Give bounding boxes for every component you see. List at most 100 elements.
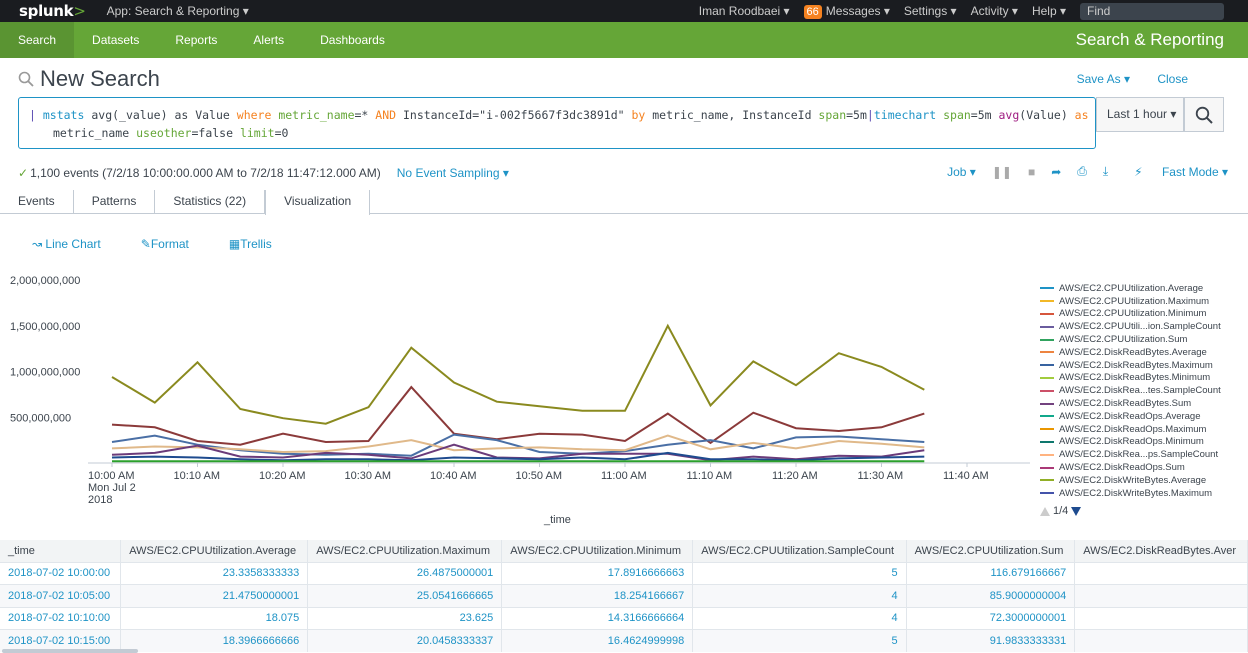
- legend-item[interactable]: AWS/EC2.DiskReadOps.Minimum: [1040, 436, 1221, 449]
- legend-item[interactable]: AWS/EC2.DiskReadBytes.Minimum: [1040, 372, 1221, 385]
- table-cell[interactable]: 17.8916666663: [501, 561, 694, 585]
- results-table: _time AWS/EC2.CPUUtilization.Average AWS/E…: [0, 540, 1248, 652]
- column-header[interactable]: _time: [0, 540, 122, 562]
- table-cell[interactable]: 4: [692, 584, 907, 607]
- format-button[interactable]: ✎Format: [140, 237, 189, 251]
- legend-item[interactable]: AWS/EC2.CPUUtili...ion.SampleCount: [1040, 320, 1221, 333]
- stop-icon[interactable]: ■: [1027, 164, 1036, 179]
- nav-reports[interactable]: Reports: [175, 33, 218, 47]
- table-cell[interactable]: [1074, 606, 1248, 630]
- table-cell[interactable]: 14.3166666664: [501, 606, 694, 630]
- legend-item[interactable]: AWS/EC2.DiskRea...ps.SampleCount: [1040, 448, 1221, 461]
- share-icon[interactable]: ➦: [1051, 164, 1062, 179]
- page-title: New Search: [40, 66, 160, 91]
- nav-alerts[interactable]: Alerts: [253, 33, 285, 47]
- table-cell[interactable]: 25.0541666665: [307, 584, 503, 607]
- save-as-button[interactable]: Save As ▾: [1076, 72, 1130, 86]
- close-button[interactable]: Close: [1157, 72, 1188, 86]
- query-token: |: [29, 108, 43, 122]
- table-cell[interactable]: [1074, 629, 1248, 652]
- help-menu[interactable]: Help ▾: [1031, 4, 1066, 18]
- table-cell[interactable]: 21.4750000001: [120, 584, 309, 607]
- table-cell[interactable]: [1074, 584, 1248, 607]
- horizontal-scrollbar[interactable]: [2, 649, 138, 653]
- pause-icon[interactable]: ❚❚: [991, 164, 1012, 179]
- legend-prev-icon[interactable]: [1040, 506, 1050, 516]
- table-cell[interactable]: 91.9833333331: [906, 629, 1076, 652]
- table-cell[interactable]: 16.4624999998: [501, 629, 694, 652]
- search-mode-menu[interactable]: ⚡ Fast Mode ▾: [1134, 164, 1228, 179]
- column-header[interactable]: AWS/EC2.CPUUtilization.SampleCount: [692, 540, 907, 562]
- column-header[interactable]: AWS/EC2.CPUUtilization.Maximum: [307, 540, 503, 562]
- app-nav-bar: Search Datasets Reports Alerts Dashboard…: [0, 22, 1248, 58]
- tab-patterns[interactable]: Patterns: [74, 190, 156, 214]
- table-cell[interactable]: 26.4875000001: [307, 561, 503, 585]
- legend-label: AWS/EC2.DiskReadBytes.Minimum: [1059, 372, 1211, 384]
- messages-menu[interactable]: 66 Messages ▾: [803, 4, 890, 19]
- table-cell[interactable]: [1074, 561, 1248, 585]
- table-cell[interactable]: 4: [692, 606, 907, 630]
- table-cell[interactable]: 2018-07-02 10:00:00: [0, 561, 122, 585]
- activity-menu[interactable]: Activity ▾: [970, 4, 1018, 18]
- legend-item[interactable]: AWS/EC2.CPUUtilization.Maximum: [1040, 295, 1221, 308]
- search-button[interactable]: [1184, 97, 1224, 132]
- legend-item[interactable]: AWS/EC2.CPUUtilization.Minimum: [1040, 308, 1221, 321]
- legend-item[interactable]: AWS/EC2.DiskRea...tes.SampleCount: [1040, 384, 1221, 397]
- table-cell[interactable]: 2018-07-02 10:10:00: [0, 606, 122, 630]
- legend-item[interactable]: AWS/EC2.CPUUtilization.Average: [1040, 282, 1221, 295]
- time-range-picker[interactable]: Last 1 hour ▾: [1096, 97, 1184, 132]
- legend-item[interactable]: AWS/EC2.CPUUtilization.Sum: [1040, 333, 1221, 346]
- legend-item[interactable]: AWS/EC2.DiskWriteBytes.Average: [1040, 474, 1221, 487]
- table-cell[interactable]: 116.679166667: [906, 561, 1076, 585]
- tab-statistics[interactable]: Statistics (22): [155, 190, 266, 214]
- x-tick-label: 11:10 AM: [687, 470, 733, 482]
- legend-item[interactable]: AWS/EC2.DiskReadBytes.Sum: [1040, 397, 1221, 410]
- table-cell[interactable]: 85.9000000004: [906, 584, 1076, 607]
- legend-swatch: [1040, 325, 1054, 328]
- table-cell[interactable]: 2018-07-02 10:15:00: [0, 629, 122, 652]
- search-query-input[interactable]: | mstats avg(_value) as Value where metr…: [18, 97, 1151, 149]
- legend-item[interactable]: AWS/EC2.DiskReadOps.Average: [1040, 410, 1221, 423]
- table-cell[interactable]: 72.3000000001: [906, 606, 1076, 630]
- nav-search[interactable]: Search: [0, 22, 75, 58]
- tab-events[interactable]: Events: [0, 190, 74, 214]
- line-chart-button[interactable]: ↝ Line Chart: [32, 237, 101, 251]
- legend-next-icon[interactable]: [1071, 506, 1082, 516]
- event-sampling-menu[interactable]: No Event Sampling ▾: [396, 166, 509, 180]
- table-cell[interactable]: 18.3966666666: [120, 629, 309, 652]
- find-input[interactable]: Find: [1080, 2, 1224, 20]
- table-cell[interactable]: 5: [692, 561, 907, 585]
- splunk-logo[interactable]: splunk>: [19, 2, 86, 20]
- nav-datasets[interactable]: Datasets: [92, 33, 140, 47]
- legend-swatch: [1040, 440, 1054, 443]
- table-cell[interactable]: 18.075: [120, 606, 309, 630]
- legend-item[interactable]: AWS/EC2.DiskWriteBytes.Maximum: [1040, 487, 1221, 500]
- column-header[interactable]: AWS/EC2.DiskReadBytes.Aver: [1074, 540, 1248, 562]
- column-header[interactable]: AWS/EC2.CPUUtilization.Minimum: [501, 540, 694, 562]
- table-row: 2018-07-02 10:00:00 23.3358333333 26.48750…: [0, 561, 1248, 585]
- user-menu[interactable]: Iman Roodbaei ▾: [698, 4, 790, 18]
- legend-item[interactable]: AWS/EC2.DiskReadBytes.Maximum: [1040, 359, 1221, 372]
- job-menu[interactable]: Job ▾: [947, 164, 976, 179]
- search-icon: [1195, 106, 1213, 124]
- table-cell[interactable]: 18.254166667: [501, 584, 694, 607]
- print-icon[interactable]: ⎙: [1077, 164, 1087, 178]
- legend-item[interactable]: AWS/EC2.DiskReadOps.Maximum: [1040, 423, 1221, 436]
- table-cell[interactable]: 20.0458333337: [307, 629, 503, 652]
- trellis-button[interactable]: ▦Trellis: [228, 237, 272, 251]
- table-cell[interactable]: 23.625: [307, 606, 503, 630]
- column-header[interactable]: AWS/EC2.CPUUtilization.Sum: [906, 540, 1076, 562]
- legend-item[interactable]: AWS/EC2.DiskReadOps.Sum: [1040, 461, 1221, 474]
- nav-dashboards[interactable]: Dashboards: [320, 33, 385, 47]
- tab-visualization[interactable]: Visualization: [265, 190, 371, 215]
- table-cell[interactable]: 5: [692, 629, 907, 652]
- app-menu[interactable]: App: Search & Reporting ▾: [106, 4, 249, 18]
- download-icon[interactable]: ⤓: [1102, 164, 1109, 178]
- table-cell[interactable]: 23.3358333333: [120, 561, 309, 585]
- table-cell[interactable]: 2018-07-02 10:05:00: [0, 584, 122, 607]
- column-header[interactable]: AWS/EC2.CPUUtilization.Average: [120, 540, 309, 562]
- legend-item[interactable]: AWS/EC2.DiskReadBytes.Average: [1040, 346, 1221, 359]
- settings-menu[interactable]: Settings ▾: [903, 4, 957, 18]
- query-token: avg(_value): [91, 108, 168, 122]
- query-token: timechart: [873, 108, 937, 122]
